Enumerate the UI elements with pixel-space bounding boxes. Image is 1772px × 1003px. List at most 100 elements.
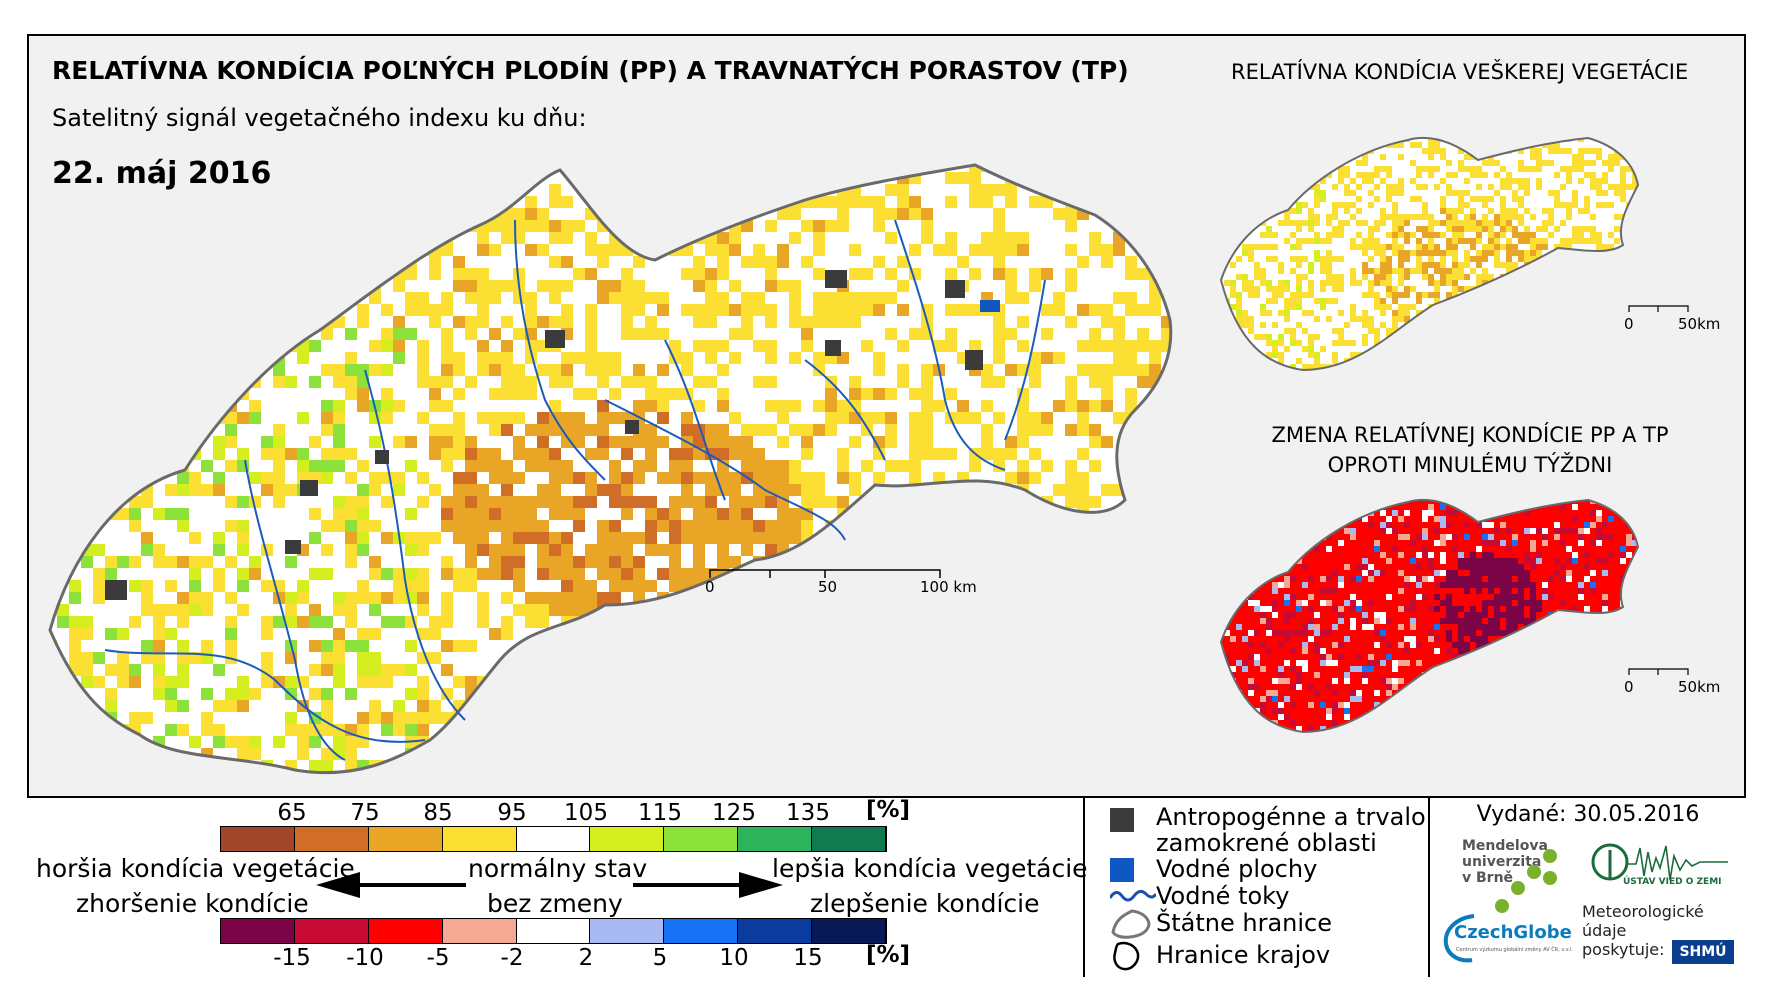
map-cell [705,472,718,485]
map-cell [213,472,226,485]
map-cell [1005,352,1018,365]
map-cell [105,412,118,425]
map-cell [189,664,202,677]
map-cell [57,472,70,485]
map-cell [645,232,658,245]
map-cell [621,196,634,209]
map-cell [201,388,214,401]
map-cell [417,400,430,413]
map-cell [225,484,238,497]
map-cell [225,388,238,401]
map-cell [477,184,490,197]
map-cell [957,184,970,197]
map-cell [561,165,574,173]
map-cell [237,592,250,605]
map-cell [489,616,502,629]
map-cell [237,208,250,221]
map-cell [357,165,370,173]
map-cell [1113,508,1126,521]
map-cell [1125,460,1138,473]
map-cell [333,460,346,473]
map-cell [105,196,118,209]
map-cell [1005,568,1018,581]
map-cell [921,544,934,557]
map-cell [489,676,502,689]
map-cell [489,328,502,341]
map-cell [441,616,454,629]
map-cell [1029,700,1042,713]
map-cell [57,232,70,245]
map-cell [501,244,514,257]
map-cell [861,616,874,629]
map-cell [981,760,994,773]
map-cell [417,292,430,305]
map-cell [237,688,250,701]
map-cell [501,184,514,197]
map-cell [609,448,622,461]
map-cell [1017,748,1030,761]
map-cell [897,364,910,377]
map-cell [81,580,94,593]
map-cell [549,508,562,521]
map-cell [333,232,346,245]
map-cell [429,568,442,581]
map-cell [1125,772,1138,773]
map-cell [1041,165,1054,173]
map-cell [1077,472,1090,485]
map-cell [621,304,634,317]
map-cell [1137,232,1150,245]
map-cell [297,736,310,749]
map-cell [261,700,274,713]
map-cell [189,616,202,629]
map-cell [1005,508,1018,521]
map-cell [825,472,838,485]
map-cell [513,676,526,689]
map-cell [261,292,274,305]
map-cell [777,604,790,617]
map-cell [933,196,946,209]
map-cell [573,700,586,713]
map-cell [225,328,238,341]
map-cell [93,616,106,629]
map-cell [129,316,142,329]
map-cell [261,340,274,353]
map-cell [165,400,178,413]
map-cell [465,616,478,629]
map-cell [693,652,706,665]
map-cell [537,304,550,317]
map-cell [105,280,118,293]
map-cell [357,700,370,713]
map-cell [57,568,70,581]
map-cell [1005,268,1018,281]
map-cell [837,412,850,425]
map-cell [1161,616,1171,629]
map-cell [237,172,250,185]
map-cell [849,388,862,401]
map-cell [1161,280,1171,293]
map-cell [105,304,118,317]
map-cell [609,640,622,653]
map-cell [213,376,226,389]
map-cell [69,748,82,761]
map-cell [693,256,706,269]
map-cell [81,328,94,341]
map-cell [453,364,466,377]
map-cell [813,280,826,293]
map-cell [813,436,826,449]
map-cell [153,616,166,629]
map-cell [261,328,274,341]
map-cell [585,448,598,461]
map-cell [1149,712,1162,725]
map-cell [1161,165,1171,173]
map-cell [873,220,886,233]
map-cell [1149,736,1162,749]
map-cell [837,544,850,557]
map-cell [849,700,862,713]
map-cell [189,556,202,569]
map-cell [501,388,514,401]
map-cell [501,232,514,245]
map-cell [1029,772,1042,773]
map-cell [321,376,334,389]
map-cell [753,688,766,701]
map-cell [897,412,910,425]
